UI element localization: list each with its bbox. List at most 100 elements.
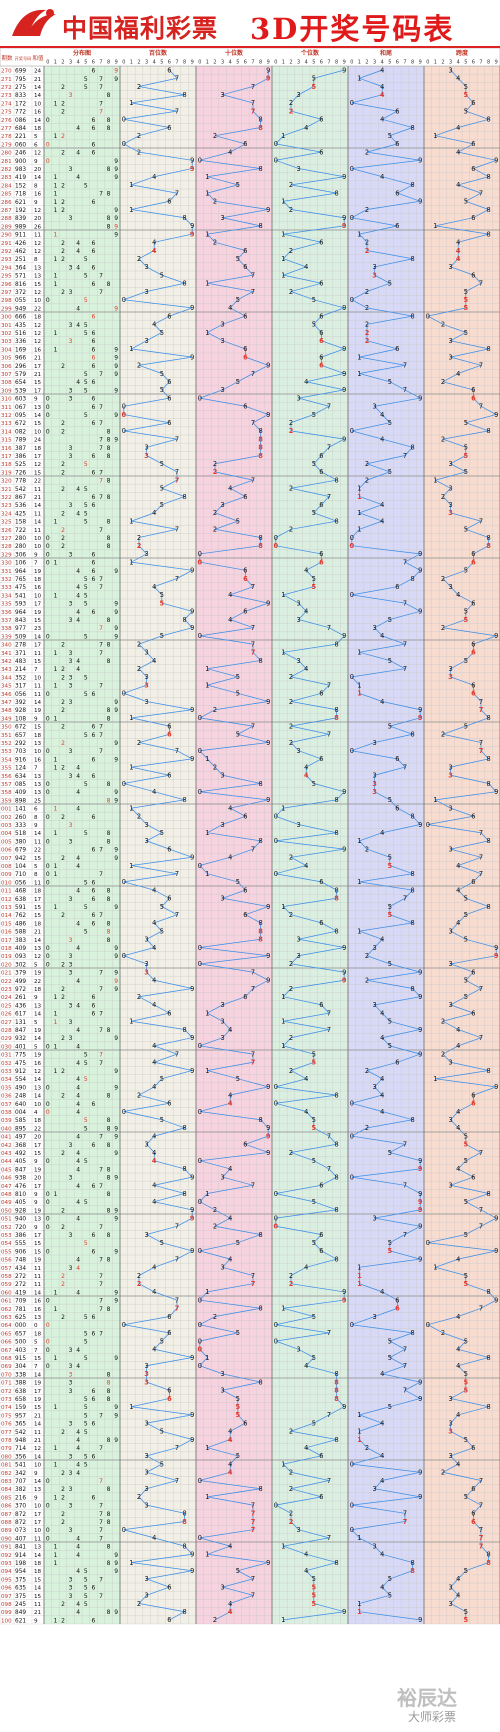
trend-point: 3 bbox=[296, 91, 300, 99]
distribution-digit: 4 bbox=[76, 1060, 80, 1067]
distribution-digit: 6 bbox=[91, 355, 95, 362]
sum-value: 18 bbox=[34, 921, 42, 927]
trend-point: 8 bbox=[258, 1116, 262, 1124]
distribution-digit: 1 bbox=[53, 232, 57, 239]
trend-point: 0 bbox=[198, 558, 203, 566]
distribution-digit: 6 bbox=[91, 814, 95, 821]
trend-point: 1 bbox=[433, 476, 437, 484]
sum-value: 19 bbox=[34, 708, 42, 714]
distribution-digit: 4 bbox=[76, 658, 80, 665]
trend-point: 2 bbox=[213, 239, 217, 247]
draw-number: 370 bbox=[15, 1504, 26, 1510]
draw-number: 789 bbox=[15, 438, 26, 444]
draw-number: 940 bbox=[15, 1217, 26, 1223]
trend-point: 1 bbox=[281, 198, 285, 206]
draw-number: 872 bbox=[15, 1512, 26, 1518]
distribution-digit: 6 bbox=[91, 314, 95, 321]
distribution-digit: 0 bbox=[46, 789, 50, 796]
issue-number: 091 bbox=[1, 1545, 12, 1551]
issue-number: 274 bbox=[1, 101, 12, 107]
issue-number: 010 bbox=[1, 880, 12, 886]
trend-point: 7 bbox=[479, 1501, 483, 1509]
trend-point: 2 bbox=[137, 534, 141, 542]
trend-point: 3 bbox=[220, 337, 224, 345]
draw-number: 386 bbox=[15, 1233, 26, 1239]
trend-point: 3 bbox=[372, 1485, 376, 1493]
sum-value: 6 bbox=[34, 142, 38, 148]
trend-point: 4 bbox=[152, 657, 156, 665]
issue-number: 023 bbox=[1, 987, 12, 993]
distribution-digit: 4 bbox=[76, 1429, 80, 1436]
distribution-digit: 8 bbox=[107, 1175, 111, 1182]
trend-point: 4 bbox=[456, 1460, 460, 1468]
issue-number: 279 bbox=[1, 142, 12, 148]
distribution-digit: 3 bbox=[69, 953, 73, 960]
trend-point: 4 bbox=[228, 804, 232, 812]
issue-number: 325 bbox=[1, 520, 12, 526]
trend-point: 8 bbox=[334, 706, 338, 714]
trend-point: 4 bbox=[380, 1034, 384, 1042]
draw-number: 368 bbox=[15, 1143, 26, 1149]
issue-number: 056 bbox=[1, 1258, 12, 1264]
distribution-digit: 4 bbox=[76, 1257, 80, 1264]
draw-number: 966 bbox=[15, 356, 26, 362]
trend-point: 5 bbox=[464, 419, 468, 427]
trend-point: 5 bbox=[236, 181, 240, 189]
distribution-digit: 0 bbox=[46, 412, 50, 419]
trend-point: 0 bbox=[350, 1173, 354, 1181]
distribution-digit: 4 bbox=[76, 1076, 80, 1083]
distribution-digit: 9 bbox=[114, 797, 118, 804]
sum-value: 9 bbox=[34, 823, 38, 829]
distribution-digit: 7 bbox=[99, 1224, 103, 1231]
trend-point: 2 bbox=[137, 1600, 141, 1608]
trend-point: 0 bbox=[198, 1477, 202, 1485]
issue-number: 025 bbox=[1, 1003, 12, 1009]
sum-value: 9 bbox=[34, 552, 38, 558]
trend-point: 8 bbox=[334, 1378, 339, 1386]
trend-point: 8 bbox=[334, 714, 339, 722]
trend-point: 9 bbox=[342, 1608, 346, 1616]
trend-point: 2 bbox=[441, 321, 445, 329]
draw-number: 588 bbox=[15, 930, 26, 936]
distribution-digit: 2 bbox=[61, 543, 65, 550]
draw-number: 810 bbox=[15, 1192, 26, 1198]
sum-value: 13 bbox=[34, 946, 42, 952]
sum-value: 8 bbox=[34, 872, 38, 878]
trend-point: 7 bbox=[251, 1518, 256, 1526]
distribution-digit: 0 bbox=[46, 953, 50, 960]
distribution-digit: 0 bbox=[46, 1084, 50, 1091]
sum-value: 13 bbox=[34, 782, 42, 788]
header-digit: 9 bbox=[343, 60, 346, 66]
trend-point: 8 bbox=[410, 1329, 414, 1337]
issue-number: 021 bbox=[1, 971, 12, 977]
trend-point: 6 bbox=[471, 214, 475, 222]
trend-point: 8 bbox=[410, 124, 414, 132]
distribution-digit: 5 bbox=[84, 1396, 88, 1403]
trend-point: 8 bbox=[486, 206, 490, 214]
watermark-subtext: 大师彩票 bbox=[408, 1710, 457, 1724]
distribution-digit: 0 bbox=[46, 781, 50, 788]
distribution-digit: 4 bbox=[76, 888, 80, 895]
trend-point: 9 bbox=[266, 411, 270, 419]
trend-point: 5 bbox=[464, 107, 468, 115]
sum-value: 13 bbox=[34, 1085, 42, 1091]
distribution-digit: 0 bbox=[46, 1191, 50, 1198]
issue-number: 301 bbox=[1, 323, 12, 329]
draw-number: 306 bbox=[15, 552, 26, 558]
header-digit: 8 bbox=[335, 60, 338, 66]
trend-point: 6 bbox=[395, 140, 399, 148]
draw-number: 352 bbox=[15, 675, 26, 681]
distribution-digit: 2 bbox=[61, 1281, 65, 1288]
distribution-digit: 8 bbox=[107, 543, 111, 550]
header-digit: 3 bbox=[449, 60, 452, 66]
distribution-digit: 1 bbox=[53, 1068, 57, 1075]
trend-point: 5 bbox=[160, 599, 165, 607]
trend-point: 5 bbox=[464, 1493, 468, 1501]
trend-point: 4 bbox=[380, 1551, 384, 1559]
trend-point: 4 bbox=[380, 83, 384, 91]
trend-point: 7 bbox=[251, 1592, 255, 1600]
trend-point: 0 bbox=[198, 788, 202, 796]
trend-point: 2 bbox=[441, 731, 445, 739]
sum-value: 16 bbox=[34, 1299, 42, 1305]
header-digit: 2 bbox=[213, 60, 216, 66]
